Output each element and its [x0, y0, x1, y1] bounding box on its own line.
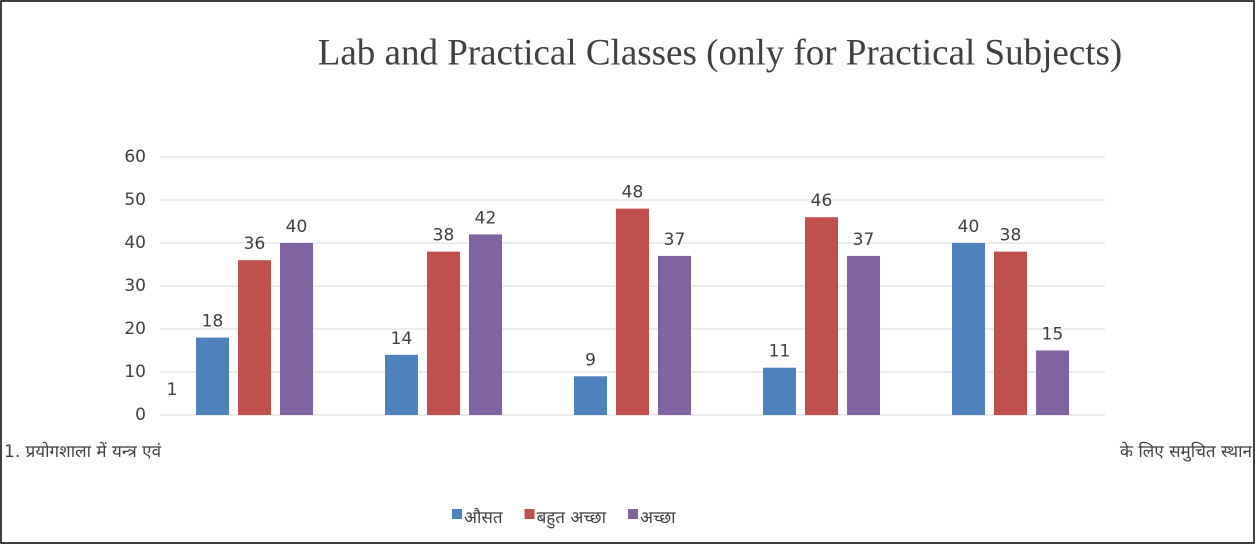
bar	[805, 217, 838, 415]
data-label: 9	[585, 350, 596, 370]
legend-swatch	[524, 509, 535, 519]
bar	[469, 234, 502, 415]
bar	[238, 260, 271, 415]
bar	[847, 255, 880, 415]
bar	[1036, 350, 1069, 415]
chart-title: Lab and Practical Classes (only for Prac…	[318, 32, 1123, 73]
bar	[994, 251, 1027, 415]
y-tick-label: 30	[124, 276, 146, 296]
data-label: 36	[244, 234, 266, 254]
bar	[427, 251, 460, 415]
data-label: 14	[391, 329, 413, 349]
legend-swatch	[452, 509, 462, 519]
y-tick-label: 10	[124, 362, 146, 382]
data-label: 18	[202, 312, 224, 332]
data-label: 40	[958, 217, 980, 237]
data-label: 46	[811, 191, 833, 211]
bar	[658, 255, 691, 415]
legend-swatch	[627, 509, 638, 519]
data-label: 11	[769, 342, 791, 362]
data-label: 48	[622, 183, 644, 203]
bar	[763, 367, 796, 415]
y-tick-label: 60	[124, 147, 146, 167]
data-label: 38	[1000, 226, 1022, 246]
data-label: 42	[475, 208, 497, 228]
bar	[952, 243, 985, 415]
data-label: 37	[664, 230, 686, 250]
bar	[385, 354, 418, 415]
legend-label: औसत	[464, 507, 503, 528]
data-label: 37	[853, 230, 875, 250]
legend-label: अच्छा	[640, 508, 676, 528]
bar	[616, 208, 649, 415]
annotation: 1	[167, 380, 178, 400]
bar	[280, 243, 313, 415]
x-tick-label: के लिए समुचित स्थान	[1120, 441, 1253, 462]
legend-label: बहुत अच्छा	[537, 508, 607, 529]
data-label: 15	[1042, 325, 1064, 345]
y-tick-label: 50	[124, 190, 146, 210]
data-label: 38	[433, 226, 455, 246]
y-tick-label: 0	[135, 405, 146, 425]
bar	[574, 376, 607, 415]
data-label: 40	[286, 217, 308, 237]
y-tick-label: 40	[124, 233, 146, 253]
x-tick-label: 1. प्रयोगशाला में यन्त्र एवं	[4, 441, 162, 462]
y-tick-label: 20	[124, 319, 146, 339]
bar	[196, 337, 229, 415]
